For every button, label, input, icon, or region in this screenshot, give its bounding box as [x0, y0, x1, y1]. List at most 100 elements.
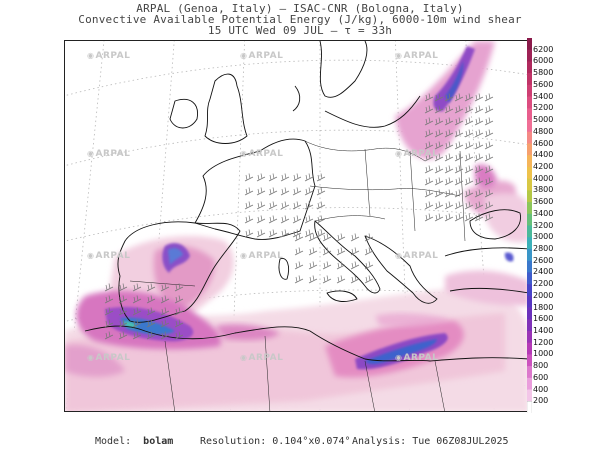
wind-barb: [464, 117, 474, 126]
title-line-2: Convective Available Potential Energy (J…: [78, 13, 522, 26]
wind-barb: [256, 229, 266, 238]
colorbar-tick-label: 400: [533, 384, 549, 394]
colorbar: [527, 38, 532, 413]
wind-barb: [304, 215, 314, 224]
colorbar-swatch: [527, 366, 532, 379]
wind-barb: [308, 233, 318, 242]
wind-barb: [474, 141, 484, 150]
wind-barb: [350, 247, 360, 256]
colorbar-swatch: [527, 401, 532, 413]
wind-barb: [256, 215, 266, 224]
wind-barb: [464, 201, 474, 210]
colorbar-swatch: [527, 49, 532, 62]
wind-barb: [424, 177, 434, 186]
wind-barb: [104, 307, 114, 316]
wind-barb: [308, 247, 318, 256]
colorbar-tick-label: 1200: [533, 337, 554, 347]
wind-barb: [316, 215, 326, 224]
wind-barb: [474, 105, 484, 114]
wind-barb: [464, 177, 474, 186]
wind-barb: [104, 319, 114, 328]
wind-barb: [424, 201, 434, 210]
wind-barb: [308, 275, 318, 284]
model-info: Model: bolam: [95, 436, 173, 447]
wind-barb: [256, 187, 266, 196]
wind-barb: [474, 177, 484, 186]
colorbar-tick-label: 6000: [533, 56, 554, 66]
wind-barb: [484, 213, 494, 222]
wind-barb: [118, 331, 128, 340]
watermark: ARPAL: [395, 51, 438, 61]
wind-barb: [316, 201, 326, 210]
colorbar-swatch: [527, 272, 532, 285]
colorbar-tick-label: 2000: [533, 290, 554, 300]
colorbar-swatch: [527, 143, 532, 156]
wind-barb: [454, 117, 464, 126]
wind-barb: [424, 129, 434, 138]
watermark: ARPAL: [87, 353, 130, 363]
wind-barb: [350, 275, 360, 284]
colorbar-tick-label: 3800: [533, 185, 554, 195]
watermark: ARPAL: [240, 51, 283, 61]
wind-barb: [294, 275, 304, 284]
wind-barb: [244, 215, 254, 224]
wind-barb: [304, 229, 314, 238]
colorbar-tick-label: 2400: [533, 267, 554, 277]
wind-barb: [268, 215, 278, 224]
wind-barb: [424, 93, 434, 102]
wind-barb: [434, 93, 444, 102]
watermark: ARPAL: [87, 149, 130, 159]
colorbar-tick-label: 3600: [533, 197, 554, 207]
wind-barb: [350, 261, 360, 270]
wind-barb: [244, 173, 254, 182]
wind-barb: [336, 233, 346, 242]
wind-barb: [424, 117, 434, 126]
wind-barb: [174, 307, 184, 316]
watermark: ARPAL: [395, 149, 438, 159]
wind-barb: [280, 187, 290, 196]
wind-barb: [444, 105, 454, 114]
wind-barb: [322, 247, 332, 256]
wind-barb: [454, 177, 464, 186]
colorbar-tick-label: 3400: [533, 208, 554, 218]
wind-barb: [292, 187, 302, 196]
colorbar-swatch: [527, 202, 532, 215]
wind-barb: [484, 141, 494, 150]
wind-barb: [118, 295, 128, 304]
wind-barb: [132, 331, 142, 340]
wind-barb: [294, 233, 304, 242]
title-line-3: 15 UTC Wed 09 JUL – τ = 33h: [207, 24, 393, 37]
colorbar-tick-label: 5600: [533, 79, 554, 89]
wind-barb: [434, 213, 444, 222]
wind-barb: [132, 295, 142, 304]
colorbar-tick-label: 800: [533, 361, 549, 371]
wind-barb: [244, 229, 254, 238]
colorbar-tick-label: 1000: [533, 349, 554, 359]
colorbar-tick-label: 4000: [533, 173, 554, 183]
wind-barb: [316, 173, 326, 182]
wind-barb: [434, 117, 444, 126]
wind-barb: [146, 307, 156, 316]
wind-barb: [424, 105, 434, 114]
wind-barb: [280, 229, 290, 238]
wind-barb: [268, 187, 278, 196]
wind-barb: [484, 93, 494, 102]
wind-barb: [256, 173, 266, 182]
wind-barb: [454, 105, 464, 114]
wind-barb: [484, 129, 494, 138]
wind-barb: [444, 165, 454, 174]
wind-barb: [132, 283, 142, 292]
wind-barb: [160, 319, 170, 328]
wind-barb: [336, 275, 346, 284]
colorbar-swatch: [527, 108, 532, 121]
wind-barb: [434, 165, 444, 174]
wind-barb: [174, 283, 184, 292]
watermark: ARPAL: [395, 353, 438, 363]
colorbar-swatch: [527, 354, 532, 367]
wind-barb: [474, 165, 484, 174]
cape-fields: [65, 41, 527, 411]
colorbar-swatch: [527, 284, 532, 297]
wind-barb: [474, 201, 484, 210]
wind-barb: [424, 189, 434, 198]
wind-barb: [444, 189, 454, 198]
